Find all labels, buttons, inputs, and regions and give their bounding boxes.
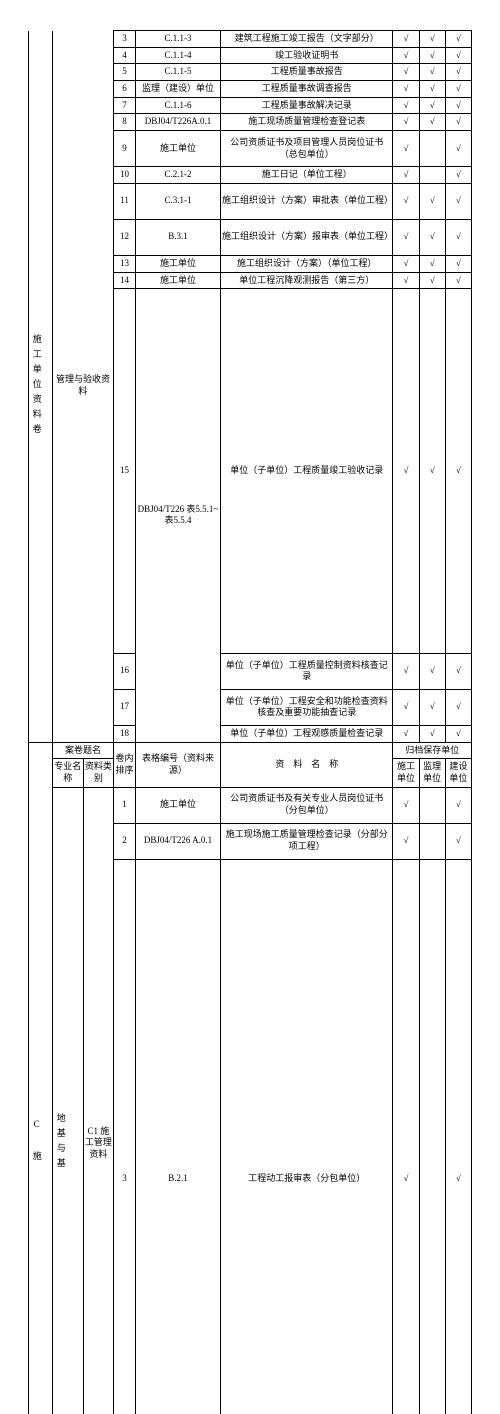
table-row: C 施 地基与基 C1 施工管理资料 1 施工单位 公司资质证书及有关专业人员岗… — [29, 787, 472, 823]
header-row: 案卷题名 卷内排序 表格编号（资料来源） 资 料 名 称 归档保存单位 — [29, 742, 472, 759]
table-row: 施工单位资料卷 管理与验收资料 3 C.1.1-3 建筑工程施工竣工报告（文字部… — [29, 31, 472, 48]
check: √ — [393, 31, 419, 48]
archive-table: 施工单位资料卷 管理与验收资料 3 C.1.1-3 建筑工程施工竣工报告（文字部… — [28, 30, 472, 1414]
check: √ — [419, 31, 445, 48]
col-category: 管理与验收资料 — [53, 31, 114, 743]
check: √ — [445, 31, 471, 48]
col-c: C 施 — [29, 787, 53, 1414]
col-foundation: 地基与基 — [53, 787, 84, 1414]
doc-name: 建筑工程施工竣工报告（文字部分） — [221, 31, 393, 48]
seq: 3 — [114, 31, 136, 48]
col-c1: C1 施工管理资料 — [83, 787, 114, 1414]
col-unit: 施工单位资料卷 — [29, 31, 53, 743]
code: C.1.1-3 — [135, 31, 220, 48]
